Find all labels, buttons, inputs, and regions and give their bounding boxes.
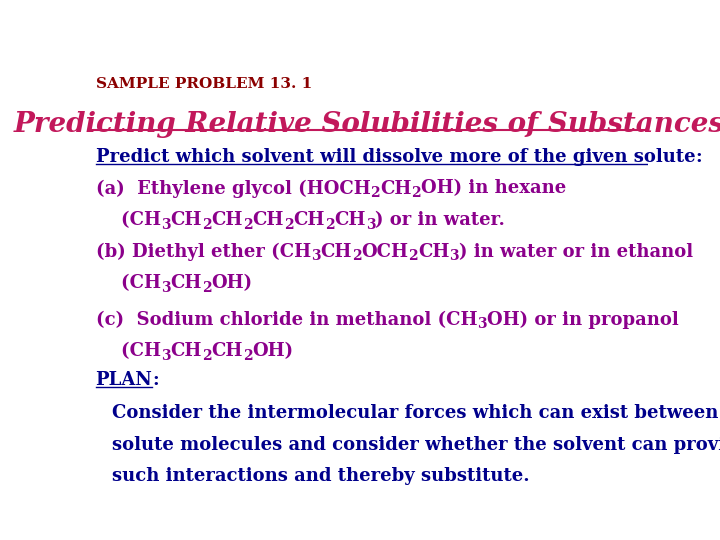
Text: Consider the intermolecular forces which can exist between: Consider the intermolecular forces which… — [112, 404, 719, 422]
Text: CH: CH — [170, 211, 202, 229]
Text: 2: 2 — [351, 249, 361, 264]
Text: (b) Diethyl ether (CH: (b) Diethyl ether (CH — [96, 243, 311, 261]
Text: 2: 2 — [243, 218, 252, 232]
Text: :: : — [696, 148, 702, 166]
Text: ) in water or in ethanol: ) in water or in ethanol — [459, 243, 693, 261]
Text: CH: CH — [211, 342, 243, 360]
Text: OCH: OCH — [361, 243, 408, 261]
Text: CH: CH — [170, 274, 202, 292]
Text: Predicting Relative Solubilities of Substances: Predicting Relative Solubilities of Subs… — [14, 111, 720, 138]
Text: CH: CH — [380, 180, 411, 198]
Text: 3: 3 — [161, 349, 170, 363]
Text: 2: 2 — [408, 249, 418, 264]
Text: 2: 2 — [411, 186, 421, 200]
Text: CH: CH — [320, 243, 351, 261]
Text: Predict which solvent will dissolve more of the given solute: Predict which solvent will dissolve more… — [96, 148, 696, 166]
Text: 2: 2 — [202, 281, 211, 295]
Text: CH: CH — [170, 342, 202, 360]
Text: 3: 3 — [477, 318, 487, 332]
Text: 3: 3 — [449, 249, 459, 264]
Text: CH: CH — [418, 243, 449, 261]
Text: 3: 3 — [311, 249, 320, 264]
Text: OH) in hexane: OH) in hexane — [421, 180, 566, 198]
Text: (CH: (CH — [96, 342, 161, 360]
Text: 2: 2 — [284, 218, 293, 232]
Text: 2: 2 — [370, 186, 380, 200]
Text: CH: CH — [252, 211, 284, 229]
Text: 2: 2 — [202, 349, 211, 363]
Text: 2: 2 — [325, 218, 334, 232]
Text: SAMPLE PROBLEM 13. 1: SAMPLE PROBLEM 13. 1 — [96, 77, 312, 91]
Text: ) or in water.: ) or in water. — [375, 211, 505, 229]
Text: 2: 2 — [243, 349, 252, 363]
Text: OH): OH) — [211, 274, 252, 292]
Text: 2: 2 — [202, 218, 211, 232]
Text: CH: CH — [334, 211, 366, 229]
Text: solute molecules and consider whether the solvent can provide: solute molecules and consider whether th… — [112, 436, 720, 454]
Text: :: : — [153, 371, 159, 389]
Text: CH: CH — [293, 211, 325, 229]
Text: (a)  Ethylene glycol (HOCH: (a) Ethylene glycol (HOCH — [96, 180, 370, 198]
Text: OH) or in propanol: OH) or in propanol — [487, 310, 678, 329]
Text: such interactions and thereby substitute.: such interactions and thereby substitute… — [112, 467, 530, 485]
Text: (CH: (CH — [96, 274, 161, 292]
Text: (CH: (CH — [96, 211, 161, 229]
Text: 3: 3 — [161, 218, 170, 232]
Text: 3: 3 — [161, 281, 170, 295]
Text: PLAN: PLAN — [96, 371, 153, 389]
Text: 3: 3 — [366, 218, 375, 232]
Text: OH): OH) — [252, 342, 293, 360]
Text: CH: CH — [211, 211, 243, 229]
Text: (c)  Sodium chloride in methanol (CH: (c) Sodium chloride in methanol (CH — [96, 310, 477, 329]
